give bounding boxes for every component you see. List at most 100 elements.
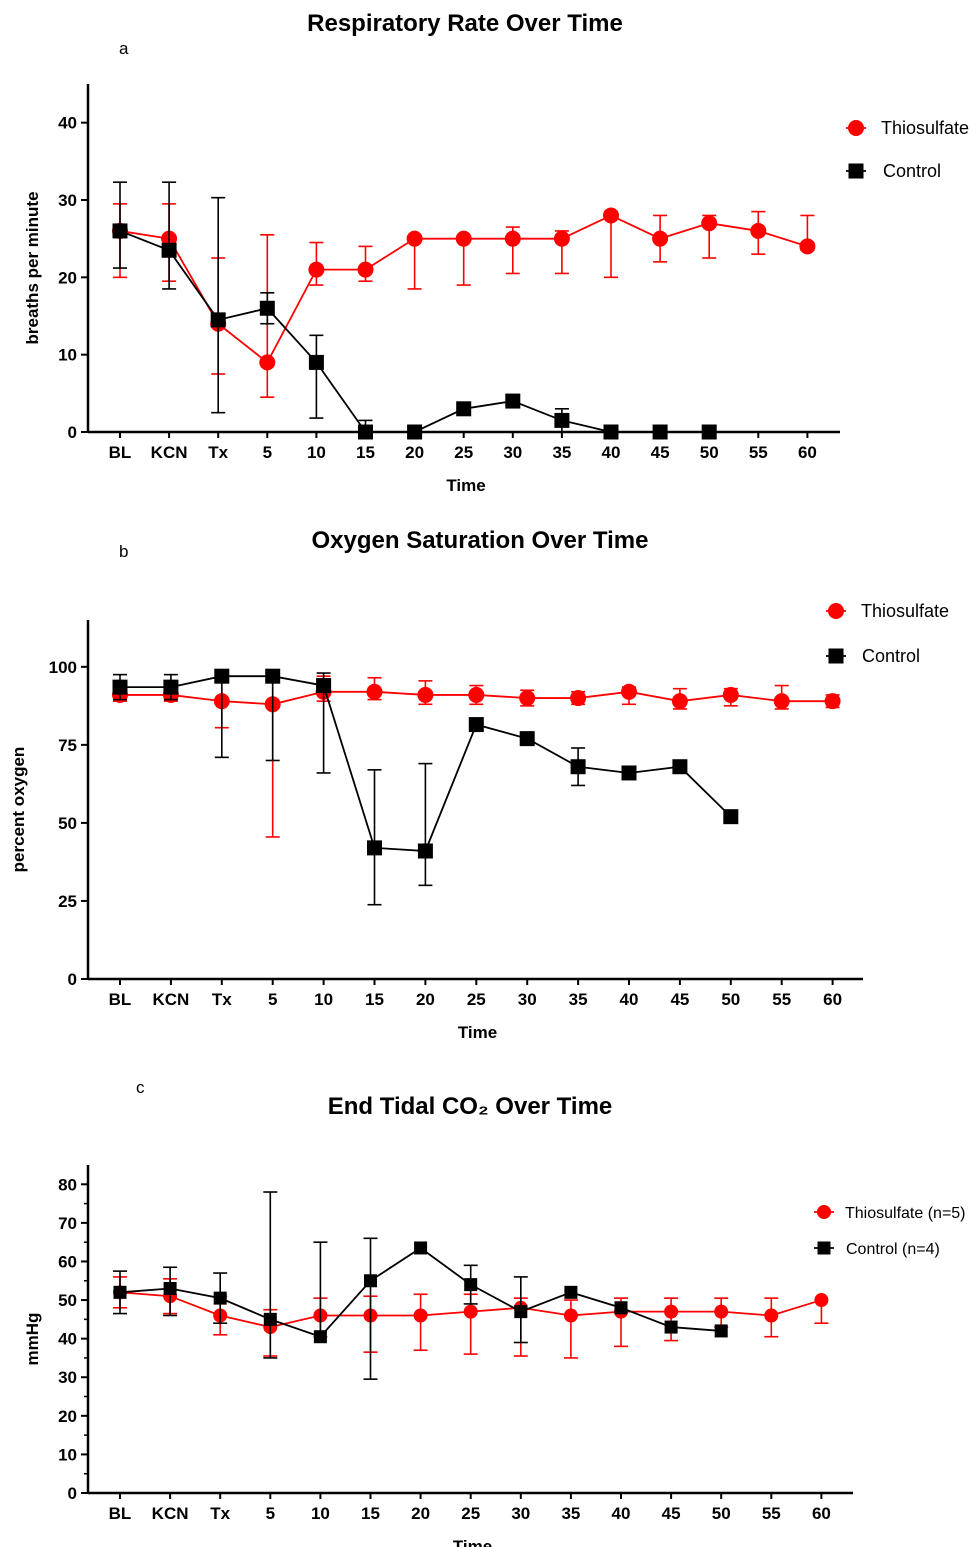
data-point bbox=[519, 690, 536, 707]
data-point bbox=[308, 354, 324, 370]
x-tick-label: Tx bbox=[212, 990, 232, 1009]
data-point bbox=[313, 1330, 327, 1344]
data-point bbox=[406, 230, 423, 247]
data-point bbox=[554, 412, 570, 428]
y-tick-label: 20 bbox=[58, 1407, 77, 1426]
y-tick-label: 70 bbox=[58, 1214, 77, 1233]
data-point bbox=[564, 1285, 578, 1299]
data-point bbox=[723, 809, 739, 825]
x-tick-label: BL bbox=[109, 443, 132, 462]
x-tick-label: 40 bbox=[602, 443, 621, 462]
x-tick-label: 35 bbox=[561, 1504, 580, 1523]
x-tick-label: 60 bbox=[812, 1504, 831, 1523]
data-point bbox=[814, 1293, 829, 1308]
data-point bbox=[456, 401, 472, 417]
chart-title: Oxygen Saturation Over Time bbox=[312, 527, 649, 554]
x-tick-label: 10 bbox=[307, 443, 326, 462]
series-control bbox=[113, 1191, 728, 1380]
data-point bbox=[464, 1278, 478, 1292]
data-point bbox=[259, 354, 276, 371]
data-point bbox=[213, 1291, 227, 1305]
series-control bbox=[112, 181, 717, 440]
data-point bbox=[519, 731, 535, 747]
x-tick-label: Tx bbox=[208, 443, 228, 462]
data-point bbox=[163, 1281, 177, 1295]
x-tick-label: 10 bbox=[314, 990, 333, 1009]
chart-panel-a: Respiratory Rate Over Time a 0 10 20 30 40 BL KC… bbox=[23, 10, 969, 495]
data-point bbox=[364, 1274, 377, 1288]
x-tick-label: 25 bbox=[461, 1504, 480, 1523]
chart-panel-b: Oxygen Saturation Over Time b 0 25 50 75 100 BL… bbox=[9, 527, 949, 1042]
y-tick-label: 0 bbox=[68, 423, 77, 442]
y-axis-label: breaths per minute bbox=[23, 191, 42, 344]
x-tick-label: BL bbox=[109, 1504, 132, 1523]
data-point bbox=[652, 424, 668, 440]
data-point bbox=[358, 424, 373, 440]
data-point bbox=[112, 223, 128, 239]
x-tick-label: KCN bbox=[151, 443, 188, 462]
data-point bbox=[316, 678, 332, 694]
y-tick-label: 0 bbox=[68, 970, 77, 989]
x-tick-label: 45 bbox=[651, 443, 670, 462]
series-control bbox=[112, 668, 739, 906]
y-tick-label: 10 bbox=[58, 1445, 77, 1464]
data-point bbox=[773, 693, 790, 710]
y-tick-label: 50 bbox=[58, 814, 77, 833]
x-axis-label: Time bbox=[446, 476, 485, 495]
data-point bbox=[367, 840, 382, 856]
x-tick-label: 55 bbox=[762, 1504, 781, 1523]
x-tick-label: KCN bbox=[152, 990, 189, 1009]
data-point bbox=[570, 759, 586, 775]
legend-label: Control bbox=[883, 161, 941, 181]
chart-title: End Tidal CO₂ Over Time bbox=[328, 1093, 613, 1120]
data-point bbox=[714, 1324, 728, 1338]
data-point bbox=[621, 683, 637, 700]
legend-label: Control (n=4) bbox=[846, 1241, 940, 1258]
data-point bbox=[468, 717, 484, 733]
x-tick-label: 45 bbox=[670, 990, 689, 1009]
data-point bbox=[701, 215, 718, 232]
x-tick-label: 60 bbox=[823, 990, 842, 1009]
y-tick-label: 50 bbox=[58, 1291, 77, 1310]
data-point bbox=[652, 230, 669, 247]
legend: Thiosulfate Control bbox=[826, 601, 949, 666]
data-point bbox=[357, 261, 374, 278]
legend-marker bbox=[817, 1241, 831, 1255]
data-point bbox=[799, 238, 816, 255]
x-axis-label: Time bbox=[453, 1537, 492, 1547]
data-point bbox=[468, 686, 485, 703]
data-point bbox=[210, 312, 226, 328]
x-tick-label: 60 bbox=[798, 443, 817, 462]
x-tick-label: 50 bbox=[712, 1504, 731, 1523]
data-point bbox=[417, 843, 433, 859]
data-point bbox=[265, 668, 281, 684]
data-point bbox=[259, 300, 275, 316]
x-tick-label: 40 bbox=[620, 990, 639, 1009]
data-point bbox=[112, 679, 128, 695]
data-point bbox=[714, 1304, 729, 1319]
data-point bbox=[750, 222, 767, 239]
y-tick-label: 100 bbox=[49, 658, 77, 677]
panel-letter: b bbox=[119, 542, 128, 561]
x-tick-label: 55 bbox=[749, 443, 768, 462]
x-tick-label: 5 bbox=[268, 990, 277, 1009]
data-point bbox=[463, 1304, 478, 1319]
legend-label: Thiosulfate bbox=[881, 118, 969, 138]
y-axis-label: percent oxygen bbox=[9, 747, 28, 873]
data-point bbox=[263, 1312, 277, 1326]
y-tick-label: 40 bbox=[58, 1330, 77, 1349]
x-axis-label: Time bbox=[458, 1023, 497, 1042]
legend-marker bbox=[817, 1205, 831, 1219]
x-tick-label: 55 bbox=[772, 990, 791, 1009]
data-point bbox=[163, 679, 179, 695]
data-point bbox=[161, 242, 177, 258]
legend-label: Control bbox=[862, 646, 920, 666]
legend-marker bbox=[828, 648, 844, 664]
chart-title: Respiratory Rate Over Time bbox=[307, 10, 623, 37]
legend-marker bbox=[828, 603, 844, 619]
data-point bbox=[413, 1308, 428, 1323]
data-point bbox=[505, 393, 521, 409]
data-point bbox=[701, 424, 717, 440]
x-tick-label: 10 bbox=[311, 1504, 330, 1523]
x-tick-label: 35 bbox=[552, 443, 571, 462]
